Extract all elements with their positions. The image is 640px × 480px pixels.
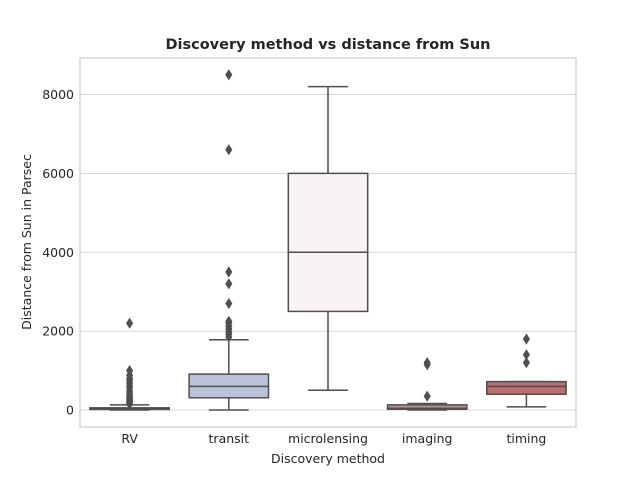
outlier-point	[423, 357, 431, 369]
x-tick-labels: RV transit microlensing imaging timing	[121, 431, 546, 446]
outlier-point	[126, 365, 134, 377]
outlier-point	[522, 333, 530, 345]
outlier-point	[126, 317, 134, 329]
x-tick-label: timing	[506, 431, 546, 446]
x-axis-label: Discovery method	[271, 451, 385, 466]
outlier-point	[225, 266, 233, 278]
plot-frame	[79, 57, 577, 428]
y-axis-label: Distance from Sun in Parsec	[19, 154, 34, 330]
outlier-point	[225, 69, 233, 81]
box-RV	[89, 317, 171, 411]
x-tick-label: imaging	[402, 431, 453, 446]
y-tick-label: 4000	[42, 245, 74, 260]
outlier-point	[522, 357, 530, 369]
outlier-point	[225, 144, 233, 156]
outlier-point	[423, 390, 431, 402]
x-tick-label: transit	[209, 431, 250, 446]
outlier-point	[225, 278, 233, 290]
box-imaging	[386, 357, 468, 411]
outlier-point	[522, 349, 530, 361]
box-plots	[89, 69, 567, 411]
y-tick-labels: 0 2000 4000 6000 8000	[42, 87, 74, 418]
iqr-box	[485, 380, 567, 395]
outlier-point	[225, 297, 233, 310]
y-tick-label: 2000	[42, 324, 74, 339]
box-timing	[485, 333, 567, 408]
box-transit	[188, 69, 270, 411]
y-tick-label: 0	[66, 403, 74, 418]
y-tick-label: 8000	[42, 87, 74, 102]
box-microlensing	[287, 85, 369, 392]
iqr-box	[386, 404, 468, 410]
outlier-point	[225, 315, 233, 327]
y-tick-label: 6000	[42, 166, 74, 181]
iqr-box	[287, 172, 369, 313]
x-tick-label: RV	[121, 431, 138, 446]
chart-title: Discovery method vs distance from Sun	[165, 37, 490, 53]
x-tick-label: microlensing	[288, 431, 368, 446]
